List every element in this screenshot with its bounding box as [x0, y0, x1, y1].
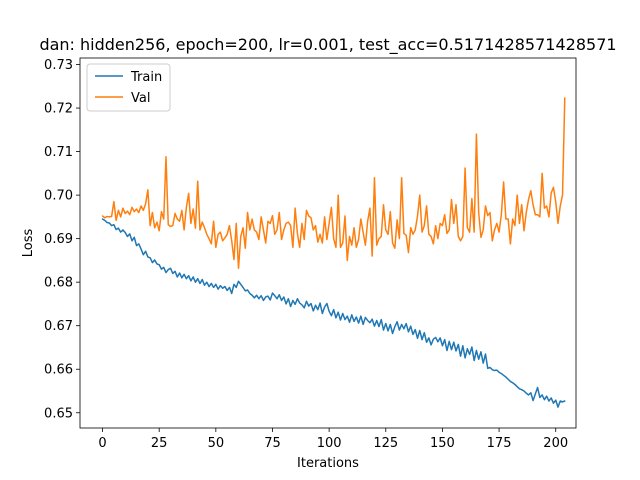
- legend-label-val: Val: [131, 91, 150, 106]
- y-tick-label: 0.65: [44, 406, 73, 421]
- axes-frame: [79, 57, 577, 429]
- y-tick-label: 0.72: [44, 102, 73, 117]
- plot-area: [79, 57, 577, 429]
- x-tick-label: 150: [430, 436, 455, 451]
- x-tick-label: 200: [543, 436, 568, 451]
- y-tick-label: 0.70: [44, 189, 73, 204]
- x-axis-label: Iterations: [297, 456, 359, 471]
- y-tick-label: 0.68: [44, 276, 73, 291]
- x-tick-label: 0: [98, 436, 106, 451]
- series-layer: [101, 97, 566, 408]
- y-tick-label: 0.67: [44, 319, 73, 334]
- y-tick-label: 0.71: [44, 145, 73, 160]
- y-axis: 0.65 0.66 0.67 0.68 0.69 0.70 0.71 0.72 0.73: [44, 58, 80, 421]
- legend-label-train: Train: [130, 70, 162, 85]
- x-tick-label: 100: [317, 436, 342, 451]
- x-tick-label: 125: [373, 436, 398, 451]
- x-axis: 0 25 50 75 100 125 150 175 200: [98, 428, 568, 451]
- x-tick-label: 25: [151, 436, 168, 451]
- y-tick-label: 0.73: [44, 58, 73, 73]
- series-line-val: [101, 97, 566, 269]
- x-tick-label: 75: [264, 436, 281, 451]
- series-line-train: [101, 218, 566, 408]
- x-tick-label: 50: [208, 436, 225, 451]
- y-tick-label: 0.66: [44, 363, 73, 378]
- y-tick-label: 0.69: [44, 232, 73, 247]
- legend: Train Val: [86, 63, 171, 112]
- chart-title: dan: hidden256, epoch=200, lr=0.001, tes…: [39, 35, 616, 55]
- x-tick-label: 175: [487, 436, 512, 451]
- y-axis-label: Loss: [21, 229, 36, 258]
